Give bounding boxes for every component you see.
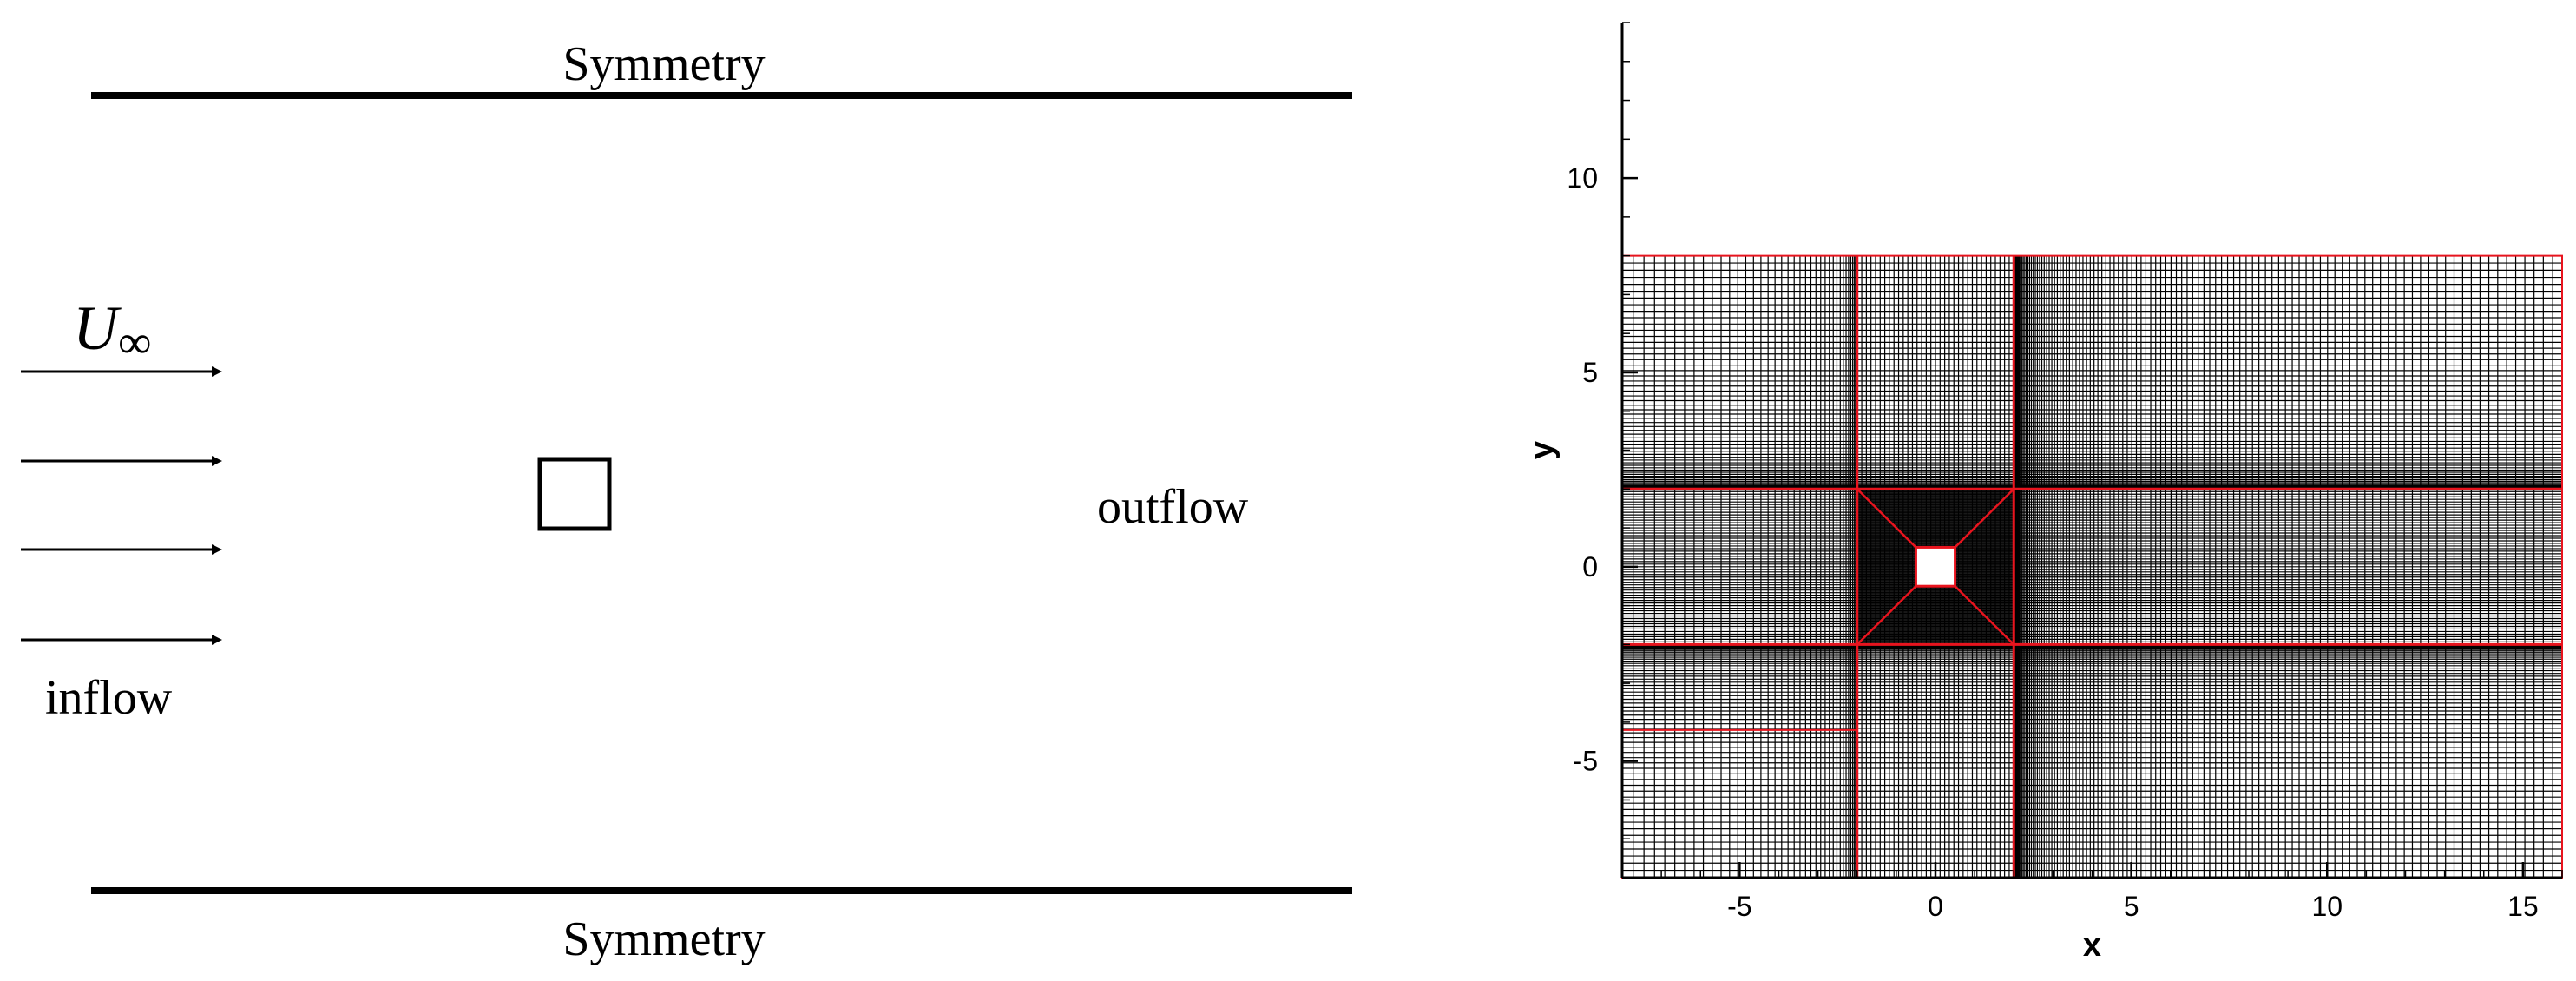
block-diagonal (1856, 585, 1917, 646)
outflow-label: outflow (1097, 480, 1249, 534)
square-cylinder (537, 457, 612, 531)
inflow-arrows (21, 366, 222, 645)
flow-schematic: Symmetry Symmetry U ∞ inflow outflow (21, 37, 1352, 966)
y-tick-label: -5 (1574, 746, 1598, 777)
y-tick-label: 10 (1567, 162, 1598, 194)
bottom-symmetry-label: Symmetry (562, 912, 765, 966)
x-tick-label: 0 (1928, 891, 1943, 922)
top-symmetry-label: Symmetry (562, 37, 765, 91)
mesh-horizontal-lines (1622, 255, 2562, 879)
y-tick-label: 5 (1582, 357, 1598, 388)
x-tick-label: -5 (1727, 891, 1751, 922)
freestream-velocity-label: U ∞ (73, 293, 152, 368)
inflow-label: inflow (45, 671, 173, 725)
x-tick-label: 5 (2124, 891, 2139, 922)
x-tick-label: 15 (2507, 891, 2539, 922)
y-tick-label: 0 (1582, 551, 1598, 583)
block-diagonal (1856, 488, 1917, 549)
x-tick-label: 10 (2311, 891, 2343, 922)
y-axis-label: y (1524, 441, 1561, 459)
block-diagonal (1954, 488, 2015, 549)
mesh-grid (1621, 255, 2563, 879)
x-axis-label: x (2083, 927, 2101, 964)
cylinder-hole (1914, 545, 1957, 588)
axis-ticks: -5 0 5 10 15 -5 0 5 10 (1567, 22, 2563, 922)
freestream-symbol: U (73, 293, 122, 363)
block-diagonal (1954, 585, 2015, 646)
freestream-subscript: ∞ (118, 316, 152, 368)
plot-axes (1620, 23, 2562, 879)
